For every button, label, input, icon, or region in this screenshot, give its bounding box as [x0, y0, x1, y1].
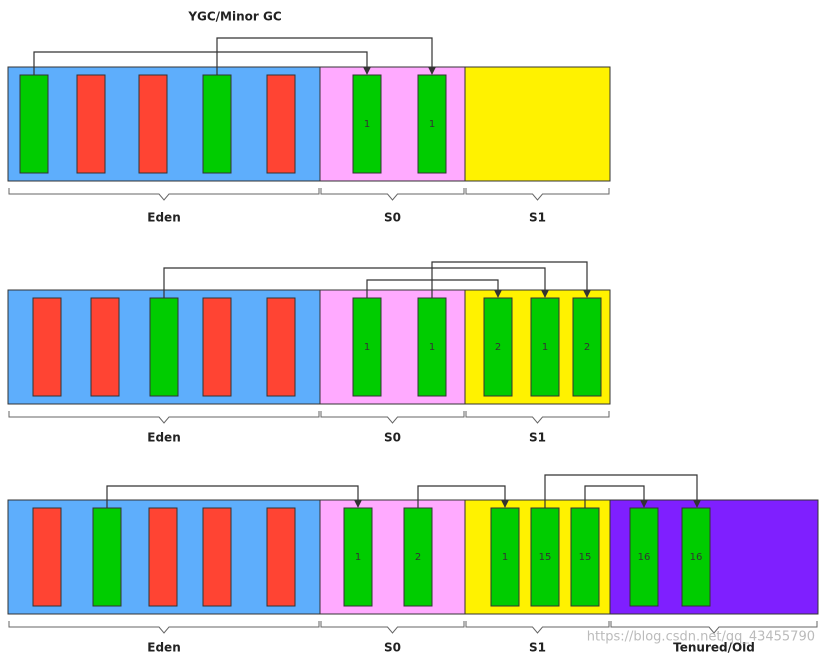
arrow [106, 485, 363, 508]
dead-object [266, 507, 296, 607]
object-age: 1 [364, 342, 370, 353]
arrow [431, 261, 592, 298]
brace [320, 621, 465, 634]
live-object [530, 297, 560, 397]
arrow [544, 474, 702, 508]
region-label: Tenured/Old [673, 641, 755, 655]
region-label: S1 [529, 211, 546, 225]
arrow [417, 485, 510, 508]
live-object [681, 507, 711, 607]
arrow [33, 51, 372, 75]
object-age: 2 [584, 342, 590, 353]
dead-object [202, 297, 232, 397]
region-label: S0 [384, 641, 401, 655]
live-object [19, 74, 49, 174]
live-object [530, 507, 560, 607]
region-label: Eden [147, 641, 180, 655]
watermark: https://blog.csdn.net/qq_43455790 [587, 630, 815, 645]
live-object [629, 507, 659, 607]
dead-object [32, 507, 62, 607]
region-label: S0 [384, 211, 401, 225]
dead-object [148, 507, 178, 607]
dead-object [138, 74, 168, 174]
object-age: 1 [429, 119, 435, 130]
dead-object [266, 74, 296, 174]
live-object [417, 297, 447, 397]
brace [465, 411, 610, 424]
region [464, 66, 611, 182]
brace [465, 621, 610, 634]
arrow [216, 37, 437, 75]
live-object [92, 507, 122, 607]
dead-object [76, 74, 106, 174]
live-object [343, 507, 373, 607]
object-age: 2 [495, 342, 501, 353]
live-object [483, 297, 513, 397]
brace [320, 411, 465, 424]
arrow [584, 485, 649, 508]
dead-object [32, 297, 62, 397]
dead-object [266, 297, 296, 397]
live-object [417, 74, 447, 174]
object-age: 1 [429, 342, 435, 353]
dead-object [202, 507, 232, 607]
region-label: Eden [147, 431, 180, 445]
object-age: 1 [542, 342, 548, 353]
live-object [352, 74, 382, 174]
live-object [572, 297, 602, 397]
object-age: 2 [415, 552, 421, 563]
object-age: 15 [539, 552, 552, 563]
arrow [163, 267, 550, 298]
dead-object [90, 297, 120, 397]
brace [8, 621, 320, 634]
region-label: Eden [147, 211, 180, 225]
live-object [490, 507, 520, 607]
brace [465, 188, 610, 201]
brace [8, 411, 320, 424]
object-age: 1 [364, 119, 370, 130]
live-object [202, 74, 232, 174]
brace [8, 188, 320, 201]
object-age: 16 [638, 552, 651, 563]
brace [610, 621, 818, 634]
region [319, 499, 466, 615]
object-age: 1 [502, 552, 508, 563]
brace [320, 188, 465, 201]
object-age: 16 [690, 552, 703, 563]
region-label: S0 [384, 431, 401, 445]
object-age: 15 [579, 552, 592, 563]
region-label: S1 [529, 431, 546, 445]
live-object [352, 297, 382, 397]
object-age: 1 [355, 552, 361, 563]
live-object [403, 507, 433, 607]
title: YGC/Minor GC [187, 10, 282, 24]
region-label: S1 [529, 641, 546, 655]
live-object [149, 297, 179, 397]
